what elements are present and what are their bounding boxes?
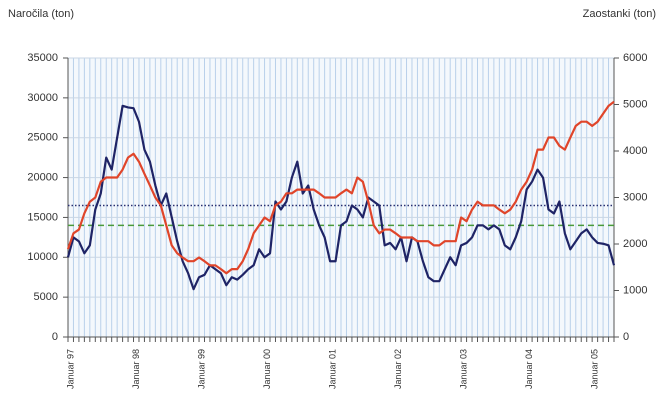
x-tick-label: Januar 97 xyxy=(65,349,75,389)
y2-tick-label: 3000 xyxy=(623,191,647,203)
x-tick-label: Januar 98 xyxy=(131,349,141,389)
y2-axis-label: Zaostanki (ton) xyxy=(583,8,656,20)
x-tick-label: Januar 05 xyxy=(590,349,600,389)
y-tick-label: 35000 xyxy=(27,52,58,64)
y2-tick-label: 6000 xyxy=(623,52,647,64)
x-tick-label: Januar 04 xyxy=(524,349,534,389)
y-tick-label: 10000 xyxy=(27,251,58,263)
series-line xyxy=(66,100,615,275)
x-tick-label: Januar 03 xyxy=(458,349,468,389)
y-tick-label: 30000 xyxy=(27,92,58,104)
series-line xyxy=(66,104,616,291)
x-tick-label: Januar 00 xyxy=(262,349,272,389)
y2-tick-label: 1000 xyxy=(623,284,647,296)
x-tick-label: Januar 02 xyxy=(393,349,403,389)
y2-tick-label: 4000 xyxy=(623,145,647,157)
x-tick-label: Januar 01 xyxy=(327,349,337,389)
y2-tick-label: 0 xyxy=(623,331,629,343)
y-tick-label: 25000 xyxy=(27,132,58,144)
y-tick-label: 15000 xyxy=(27,211,58,223)
y2-tick-label: 2000 xyxy=(623,238,647,250)
x-tick-label: Januar 99 xyxy=(196,349,206,389)
y2-tick-label: 5000 xyxy=(623,98,647,110)
y-axis-label: Naročila (ton) xyxy=(8,8,74,20)
y-tick-label: 20000 xyxy=(27,171,58,183)
y-tick-label: 0 xyxy=(52,331,58,343)
y-tick-label: 5000 xyxy=(34,291,58,303)
